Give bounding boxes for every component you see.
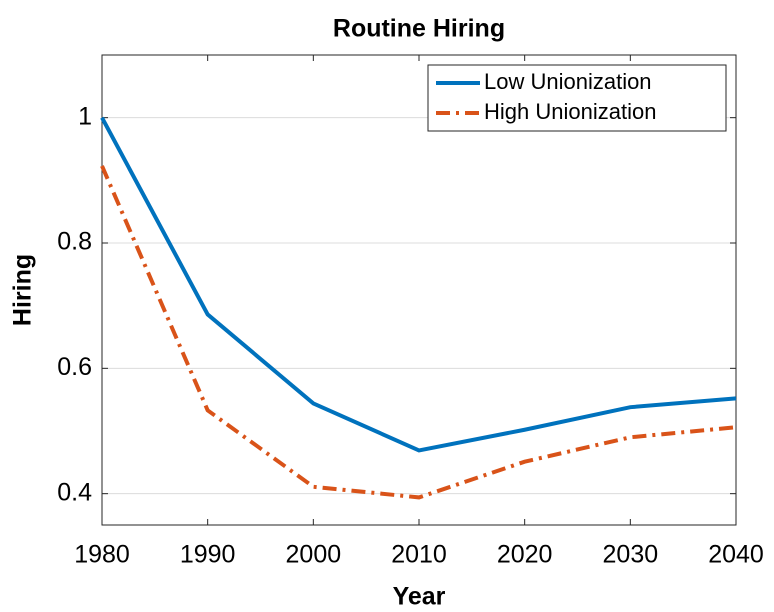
y-tick-label: 0.4 [57,478,92,506]
x-tick-label: 1980 [74,541,130,569]
y-tick-label: 0.8 [57,228,92,256]
legend-label: Low Unionization [484,69,652,94]
legend-box [427,64,727,132]
legend-label: High Unionization [484,99,656,124]
x-tick-label: 2010 [391,541,447,569]
x-tick-label: 2030 [603,541,659,569]
x-axis-label: Year [393,583,446,611]
series-line [100,116,737,453]
y-axis-label: Hiring [9,254,37,326]
x-tick-label: 2000 [286,541,342,569]
x-tick-label: 1990 [180,541,236,569]
y-tick-label: 1 [78,102,92,130]
x-tick-label: 2020 [497,541,553,569]
y-tick-label: 0.6 [57,353,92,381]
series-line [100,165,737,500]
legend: Low Unionization High Unionization [427,64,727,132]
plot-frame [101,54,737,526]
chart-title: Routine Hiring [333,15,505,43]
x-tick-label: 2040 [708,541,764,569]
